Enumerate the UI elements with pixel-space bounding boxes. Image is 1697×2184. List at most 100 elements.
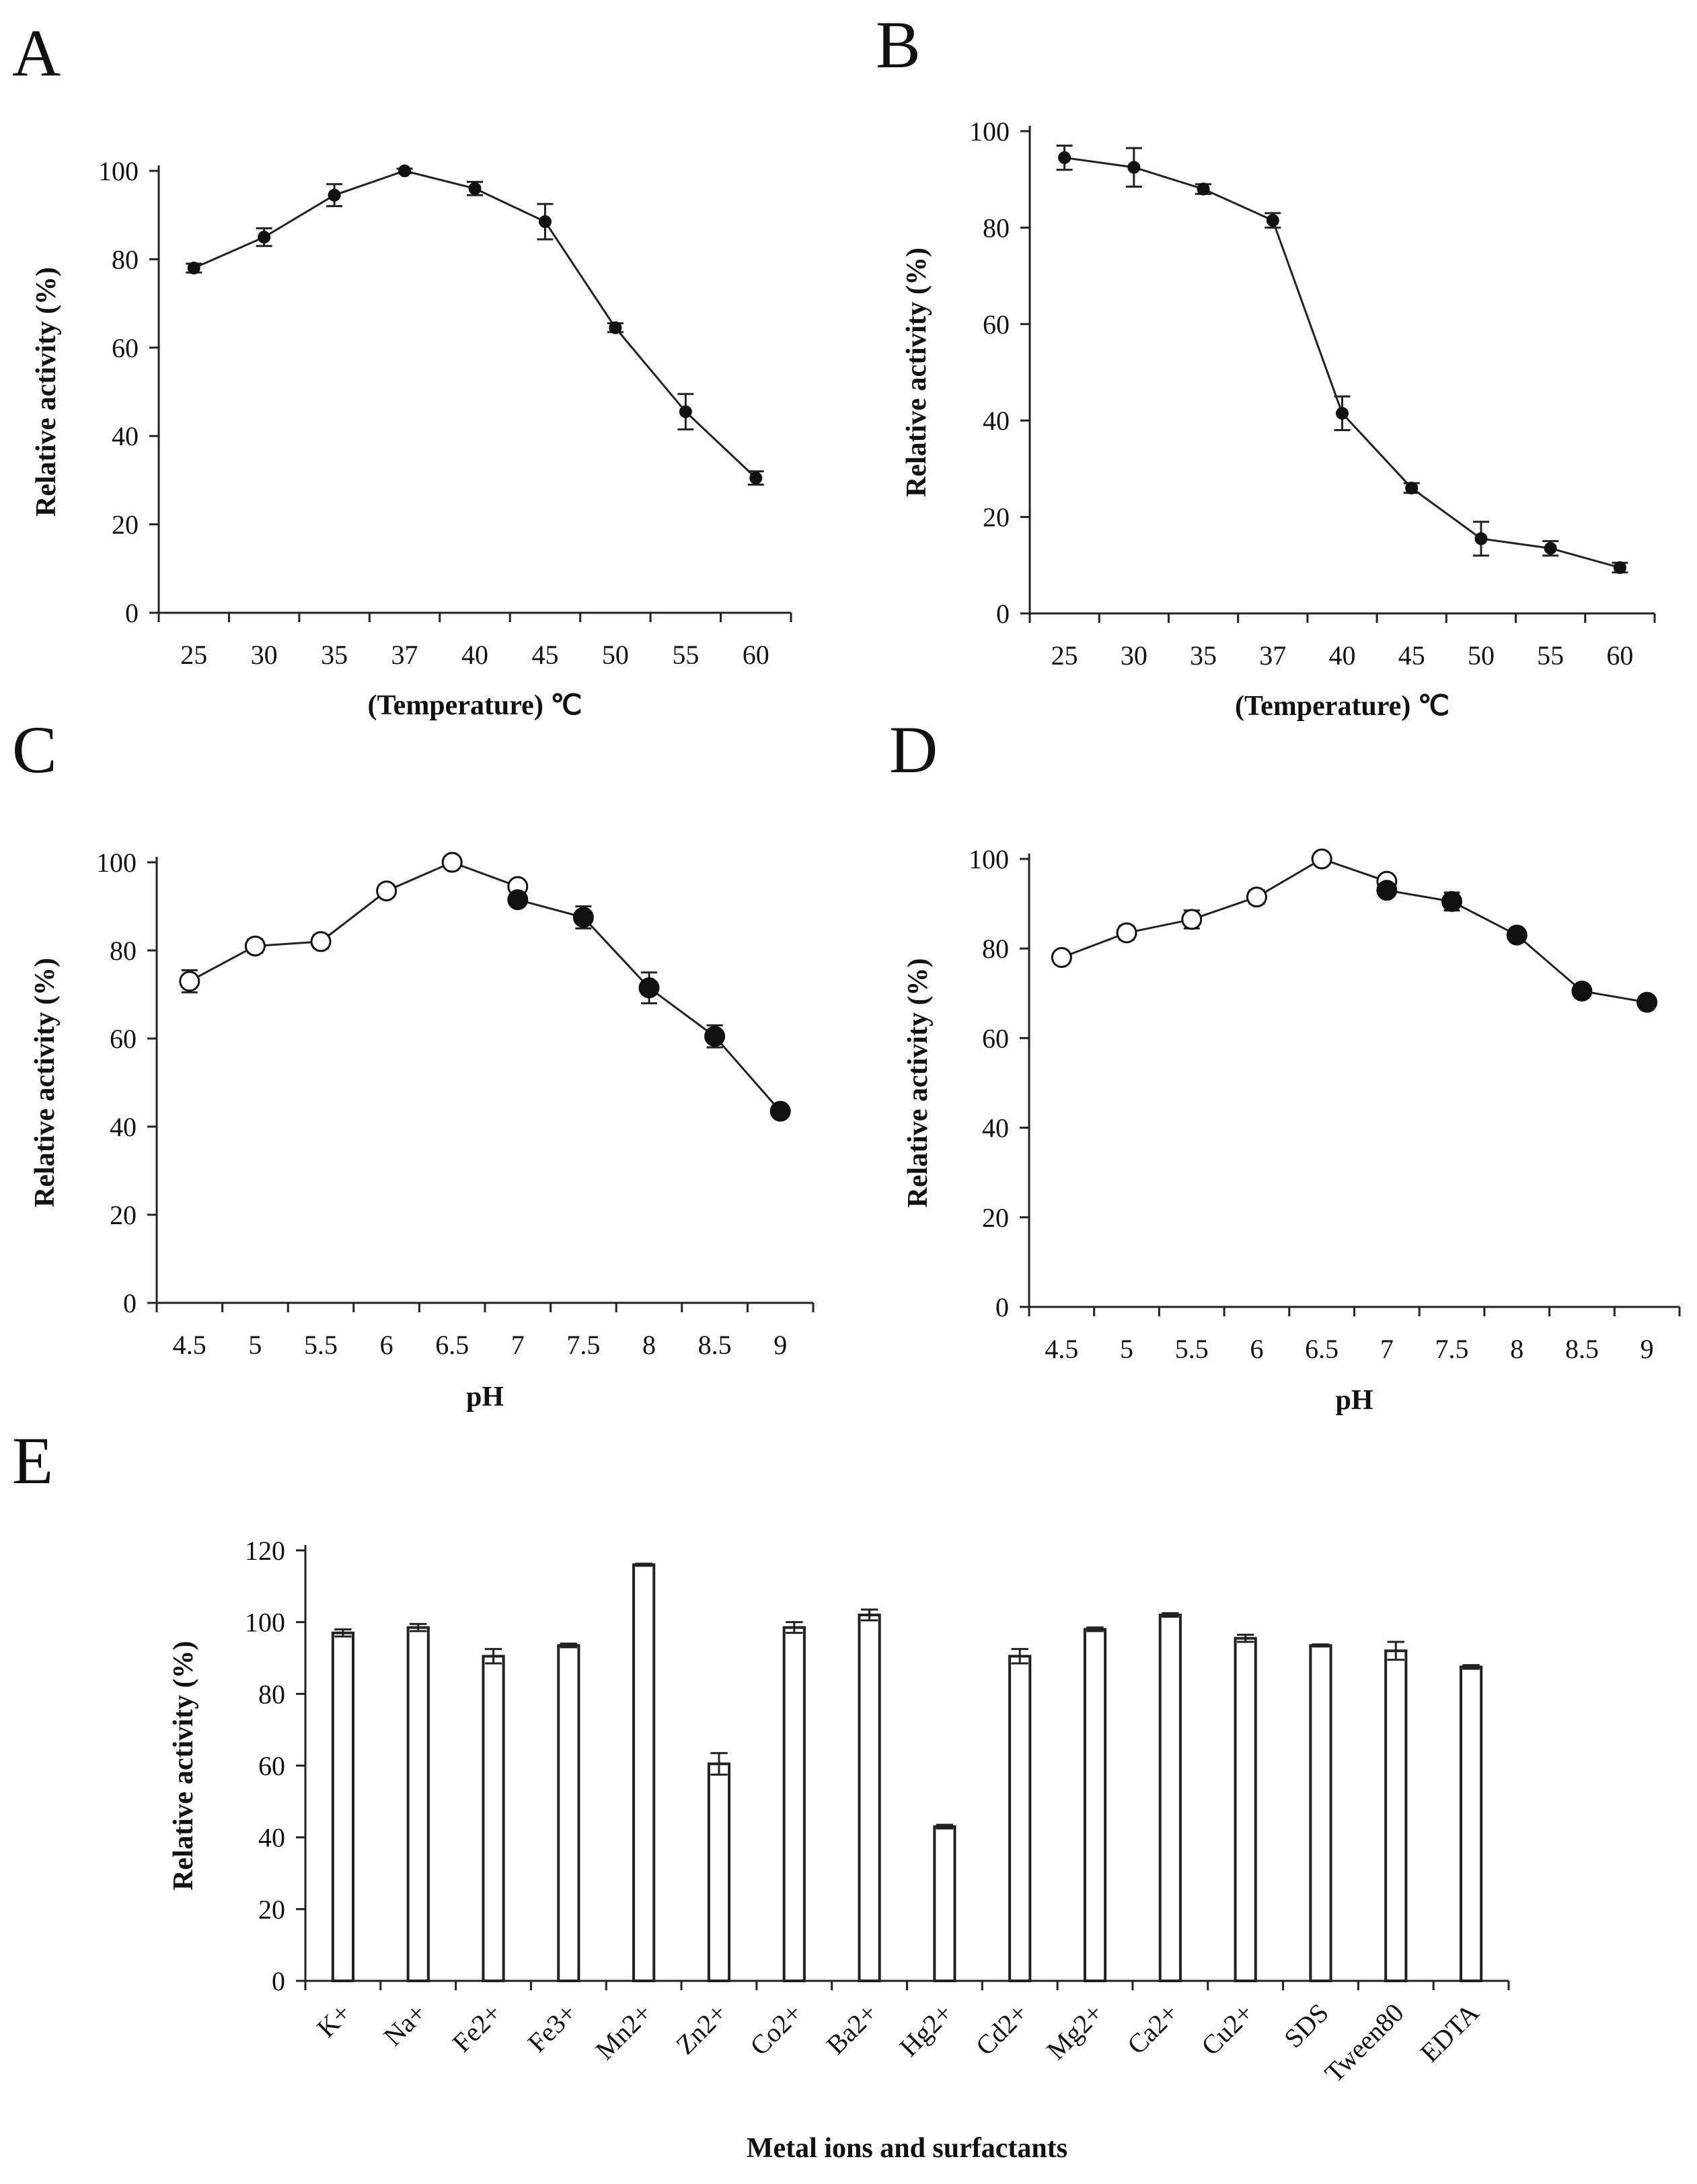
data-point (1376, 880, 1398, 901)
x-tick-label: 50 (602, 640, 629, 670)
x-tick-label: 25 (1051, 640, 1078, 671)
y-tick-label: 0 (125, 598, 139, 628)
data-point (1474, 532, 1488, 545)
chart-panel-a: 0 20 40 60 80 100 25 30 35 37 40 45 50 55 60 (Temperatu… (31, 156, 792, 721)
y-tick-label: 80 (258, 1679, 285, 1709)
data-point (1246, 887, 1267, 908)
y-axis-title: Relative activity (%) (30, 958, 61, 1207)
data-point (704, 1026, 726, 1047)
data-point (1127, 161, 1141, 174)
x-tick-label: 50 (1468, 640, 1495, 671)
x-tick-label: Ca2+ (1121, 1998, 1184, 2060)
y-tick-label: 40 (110, 1112, 137, 1142)
bar (1384, 1649, 1408, 1982)
panel-letter-e: E (12, 1423, 53, 1498)
data-point (507, 889, 529, 911)
y-axis-title: Relative activity (%) (903, 958, 934, 1208)
x-tick-label: 4.5 (173, 1330, 206, 1360)
x-tick-label: 55 (1537, 640, 1564, 671)
panel-letter-a: A (12, 15, 61, 90)
data-point (1571, 980, 1593, 1002)
x-axis-title: (Temperature) ℃ (1235, 691, 1449, 722)
data-point (1441, 891, 1463, 912)
y-tick-label: 60 (112, 333, 139, 363)
y-tick-label: 60 (110, 1024, 137, 1054)
y-tick-label: 100 (969, 844, 1009, 874)
bar (331, 1631, 355, 1983)
data-point (1058, 151, 1071, 164)
data-point (1405, 482, 1419, 495)
data-point (441, 852, 463, 873)
data-point (258, 231, 271, 244)
bar (707, 1762, 731, 1982)
y-tick-label: 60 (983, 309, 1010, 340)
data-point (1181, 909, 1203, 930)
bar (1158, 1614, 1182, 1982)
x-tick-label: Mg2+ (1041, 1998, 1108, 2066)
chart-panel-d: 0 20 40 60 80 100 4.5 5 5.5 6 6.5 7 7.5 8 8.5 9 pH Relati… (903, 844, 1681, 1416)
series-line (517, 899, 782, 1113)
y-tick-label: 20 (982, 1203, 1009, 1233)
series-line (1064, 156, 1620, 569)
x-tick-label: 8 (642, 1330, 656, 1360)
x-tick-label: 35 (321, 640, 348, 670)
y-tick-label: 60 (258, 1751, 285, 1781)
x-tick-label: 25 (180, 640, 207, 670)
x-tick-label: 37 (391, 640, 418, 670)
chart-panel-c: 0 20 40 60 80 100 4.5 5 5.5 6 6.5 7 7.5 8 8.5 9 pH Relati… (30, 848, 815, 1413)
x-tick-label: 7 (1380, 1334, 1394, 1364)
y-tick-label: 20 (110, 1200, 137, 1230)
data-point (769, 1100, 791, 1122)
y-tick-label: 40 (112, 421, 139, 451)
x-tick-label: 5 (1120, 1334, 1133, 1364)
bar (557, 1644, 580, 1982)
x-tick-label: 8.5 (1565, 1334, 1599, 1364)
x-tick-label: 40 (461, 640, 488, 670)
x-tick-label: 5 (248, 1330, 262, 1360)
data-point (1506, 924, 1528, 946)
x-tick-label: 7 (511, 1330, 525, 1360)
x-axis-title: pH (1335, 1385, 1373, 1416)
data-point (398, 164, 412, 178)
data-point (572, 907, 594, 928)
y-tick-label: 100 (969, 116, 1010, 147)
x-tick-label: Zn2+ (670, 1998, 732, 2060)
y-tick-label: 100 (245, 1608, 285, 1638)
bar (1083, 1628, 1107, 1982)
y-axis-title: Relative activity (%) (31, 267, 62, 517)
y-tick-label: 100 (96, 848, 137, 878)
bar (1008, 1655, 1032, 1982)
y-tick-label: 60 (982, 1023, 1009, 1053)
data-point (609, 321, 622, 334)
x-tick-label: 35 (1190, 640, 1217, 671)
y-tick-label: 40 (983, 406, 1010, 436)
x-tick-label: 7.5 (566, 1330, 600, 1360)
data-point (749, 472, 763, 485)
data-point (244, 935, 266, 956)
panel-letter-b: B (876, 7, 921, 82)
x-tick-label: Hg2+ (893, 1998, 958, 2062)
x-tick-label: 5.5 (1175, 1334, 1209, 1364)
x-tick-label: Ba2+ (821, 1998, 883, 2060)
y-tick-label: 20 (983, 502, 1010, 533)
x-tick-label: Tween80 (1319, 1998, 1410, 2088)
data-point (1311, 848, 1332, 870)
y-tick-label: 0 (995, 1292, 1009, 1322)
x-tick-label: 9 (774, 1330, 787, 1360)
y-tick-label: 80 (982, 934, 1009, 964)
x-tick-label: 9 (1641, 1334, 1654, 1364)
x-tick-label: 5.5 (304, 1330, 338, 1360)
bar (632, 1563, 656, 1982)
x-tick-label: 6.5 (435, 1330, 469, 1360)
data-point (1197, 182, 1210, 196)
panel-letter-d: D (889, 712, 938, 787)
x-tick-label: 30 (251, 640, 278, 670)
x-tick-label: 45 (531, 640, 558, 670)
bar (482, 1655, 505, 1982)
data-point (1051, 947, 1072, 969)
x-tick-label: 8.5 (698, 1330, 732, 1360)
y-tick-label: 0 (272, 1966, 285, 1996)
data-point (328, 188, 341, 202)
y-tick-label: 80 (112, 244, 139, 274)
